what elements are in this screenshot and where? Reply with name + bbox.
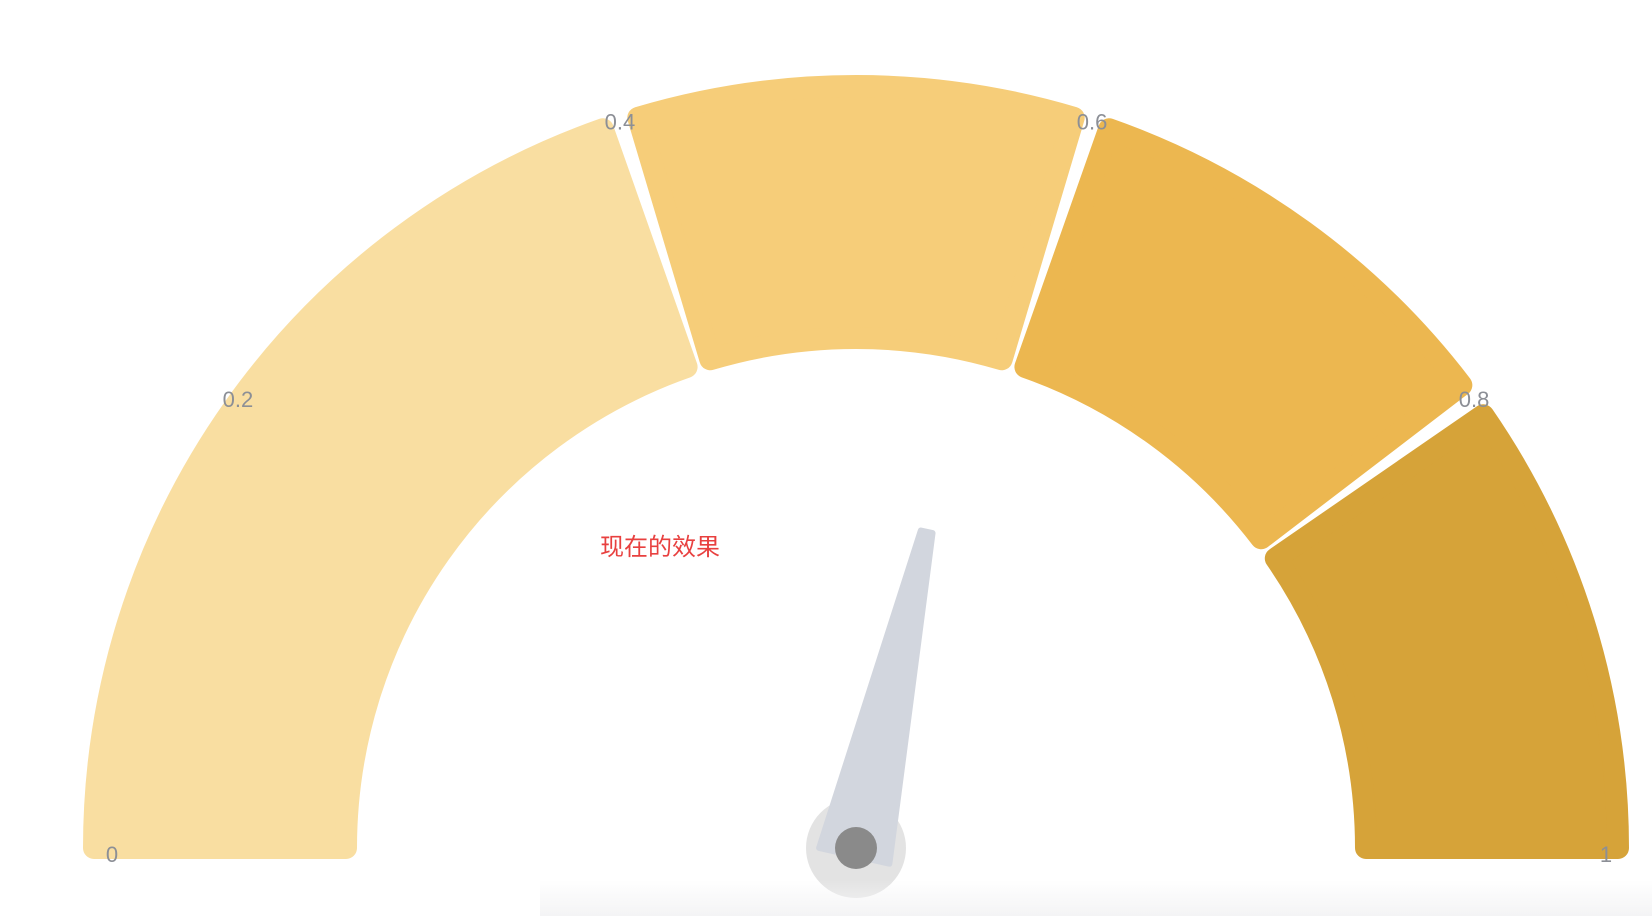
- gauge-band-4: [1264, 404, 1629, 859]
- tick-label: 1: [1600, 842, 1612, 867]
- gauge-band-2: [627, 75, 1085, 371]
- bottom-shadow: [540, 880, 1652, 916]
- tick-label: 0: [106, 842, 118, 867]
- tick-label: 0.4: [605, 109, 636, 134]
- tick-label: 0.8: [1459, 387, 1490, 412]
- annotation-text: 现在的效果: [600, 533, 720, 561]
- gauge-band-3: [1014, 118, 1473, 550]
- gauge-bands: [83, 75, 1629, 859]
- pointer-hub: [835, 827, 877, 869]
- gauge-pointer: [816, 527, 936, 867]
- gauge-tick-labels: 0 0.2 0.4 0.6 0.8 1: [106, 109, 1612, 867]
- tick-label: 0.2: [223, 387, 254, 412]
- gauge-pointer-group: [806, 527, 936, 898]
- gauge-band-1: [83, 118, 698, 859]
- tick-label: 0.6: [1077, 109, 1108, 134]
